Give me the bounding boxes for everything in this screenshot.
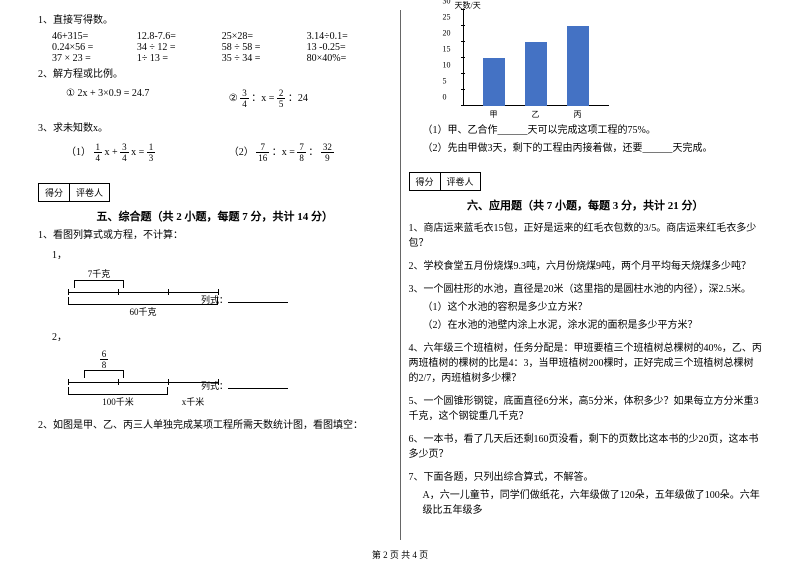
q3-eq1: （1） 14 x + 34 x = 13 — [66, 142, 229, 163]
diagram-1: 7千克 60千克 列式： — [68, 267, 228, 318]
q6-5: 5、一个圆锥形钢锭，底面直径6分米，高5分米，体积多少？如果每立方分米重3千克，… — [409, 394, 763, 424]
left-column: 1、直接写得数。 46+315=12.8-7.6=25×28=3.14÷0.1=… — [30, 10, 401, 540]
q1-row3: 37 × 23 =1÷ 13 =35 ÷ 34 =80×40%= — [38, 53, 392, 64]
s5-q2: 2、如图是甲、乙、丙三人单独完成某项工程所需天数统计图，看图填空： — [38, 418, 392, 433]
diagram-2-num: 2， — [38, 328, 392, 343]
q6-3: 3、一个圆柱形的水池，直径是20米（这里指的是圆柱水池的内径），深2.5米。 （… — [409, 282, 763, 333]
section-5-title: 五、综合题（共 2 小题，每题 7 分，共计 14 分） — [38, 208, 392, 224]
section-6-title: 六、应用题（共 7 小题，每题 3 分，共计 21 分） — [409, 197, 763, 213]
q1-row1: 46+315=12.8-7.6=25×28=3.14÷0.1= — [38, 31, 392, 42]
q6-1: 1、商店运来蓝毛衣15包，正好是运来的红毛衣包数的3/5。商店运来红毛衣多少包？ — [409, 221, 763, 251]
q2-equations: ① 2x + 3×0.9 = 24.7 ② 34 ：x = 25 ：24 — [38, 88, 392, 109]
q1-row2: 0.24×56 =34 ÷ 12 =58 ÷ 58 =13 -0.25= — [38, 42, 392, 53]
q2-title: 2、解方程或比例。 — [38, 67, 392, 82]
q3-eq2: （2） 716 ：x = 78 ： 329 — [229, 142, 392, 163]
q3-title: 3、求未知数x。 — [38, 121, 392, 136]
q2-eq2: ② 34 ：x = 25 ：24 — [229, 88, 392, 109]
page-footer: 第 2 页 共 4 页 — [0, 548, 800, 561]
score-box-5: 得分评卷人 — [38, 177, 392, 204]
s5-q1: 1、看图列算式或方程，不计算： — [38, 228, 392, 243]
q6-6: 6、一本书，看了几天后还剩160页没看，剩下的页数比这本书的少20页，这本书多少… — [409, 432, 763, 462]
diagram-1-num: 1， — [38, 246, 392, 261]
score-box-6: 得分评卷人 — [409, 166, 763, 193]
q6-2: 2、学校食堂五月份烧煤9.3吨，六月份烧煤9吨，两个月平均每天烧煤多少吨？ — [409, 259, 763, 274]
q3-equations: （1） 14 x + 34 x = 13 （2） 716 ：x = 78 ： 3… — [38, 142, 392, 163]
chart-q1: （1）甲、乙合作______天可以完成这项工程的75%。 — [409, 123, 763, 138]
q1-title: 1、直接写得数。 — [38, 13, 392, 28]
q6-7: 7、下面各题，只列出综合算式，不解答。 A，六一儿童节，同学们做纸花，六年级做了… — [409, 470, 763, 518]
d1-list-label: 列式： — [201, 293, 288, 306]
chart-bar — [483, 58, 505, 106]
chart-bar — [567, 26, 589, 106]
chart-bar — [525, 42, 547, 106]
chart-q2: （2）先由甲做3天，剩下的工程由丙接着做，还要______天完成。 — [409, 141, 763, 156]
q2-eq1: ① 2x + 3×0.9 = 24.7 — [66, 88, 229, 109]
diagram-2: 68 100千米x千米 列式： — [68, 349, 228, 408]
d2-list-label: 列式： — [201, 379, 288, 392]
bar-chart: 天数/天 051015202530甲乙丙 — [439, 10, 609, 120]
q6-4: 4、六年级三个班植树，任务分配是：甲班要植三个班植树总棵树的40%，乙、丙两班植… — [409, 341, 763, 386]
right-column: 天数/天 051015202530甲乙丙 （1）甲、乙合作______天可以完成… — [401, 10, 771, 540]
